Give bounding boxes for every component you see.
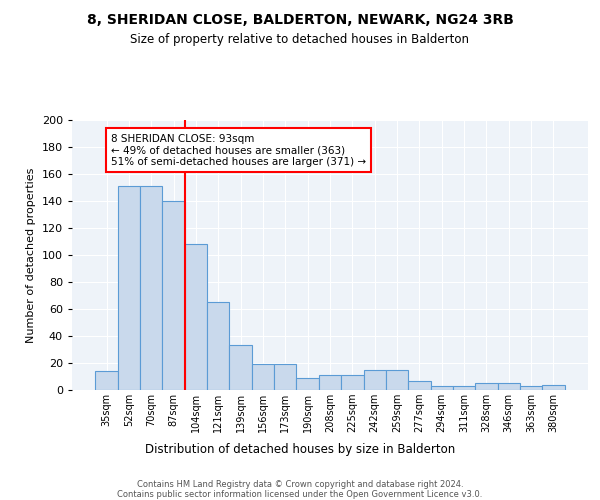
Bar (475, 383, 497, 390)
Bar (386, 370, 408, 390)
Bar (118, 186, 140, 390)
Bar (408, 380, 431, 390)
Text: Distribution of detached houses by size in Balderton: Distribution of detached houses by size … (145, 442, 455, 456)
Bar (252, 364, 274, 390)
Text: Size of property relative to detached houses in Balderton: Size of property relative to detached ho… (131, 32, 470, 46)
Bar (207, 302, 229, 390)
Bar (520, 386, 542, 390)
Bar (163, 201, 185, 390)
Bar (497, 383, 520, 390)
Bar (229, 346, 252, 390)
Text: 8 SHERIDAN CLOSE: 93sqm
← 49% of detached houses are smaller (363)
51% of semi-d: 8 SHERIDAN CLOSE: 93sqm ← 49% of detache… (111, 134, 366, 166)
Bar (140, 186, 163, 390)
Text: 8, SHERIDAN CLOSE, BALDERTON, NEWARK, NG24 3RB: 8, SHERIDAN CLOSE, BALDERTON, NEWARK, NG… (86, 12, 514, 26)
Bar (364, 370, 386, 390)
Bar (274, 364, 296, 390)
Bar (453, 386, 475, 390)
Bar (542, 384, 565, 390)
Bar (431, 386, 453, 390)
Bar (319, 375, 341, 390)
Bar (296, 378, 319, 390)
Bar (341, 375, 364, 390)
Bar (185, 244, 207, 390)
Bar (95, 371, 118, 390)
Text: Contains HM Land Registry data © Crown copyright and database right 2024.
Contai: Contains HM Land Registry data © Crown c… (118, 480, 482, 500)
Y-axis label: Number of detached properties: Number of detached properties (26, 168, 36, 342)
